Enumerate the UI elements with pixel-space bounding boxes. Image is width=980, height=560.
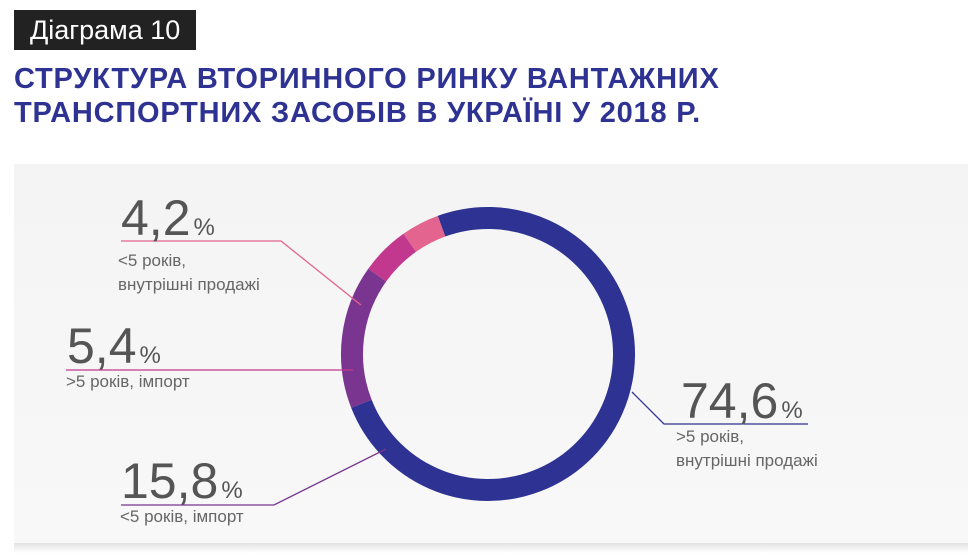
slice-under5-import-value-unit: % — [221, 477, 242, 504]
chart-title-line-1: СТРУКТУРА ВТОРИННОГО РИНКУ ВАНТАЖНИХ — [14, 63, 720, 95]
slice-over5-domestic-value-unit: % — [781, 397, 802, 424]
slice-under5-domestic-category-line: внутрішні продажі — [118, 275, 260, 294]
slice-over5-import-value-unit: % — [140, 342, 161, 369]
diagram-number-badge: Діаграма 10 — [14, 10, 197, 50]
slice-under5-import-value-number: 15,8 — [121, 453, 218, 509]
slice-under5-domestic-value-label: 4,2% — [121, 190, 215, 246]
slice-over5-domestic-leader-line — [631, 391, 808, 425]
panel-shadow — [14, 543, 968, 553]
slice-over5-domestic-value-number: 74,6 — [681, 373, 778, 429]
slice-under5-import-value-label: 15,8% — [121, 453, 243, 509]
slice-under5-domestic-category-line: <5 років, — [118, 251, 186, 270]
slice-under5-domestic — [403, 215, 446, 252]
slice-under5-domestic-leader-line — [121, 240, 362, 306]
slice-under5-import-category-label: <5 років, імпорт — [120, 507, 244, 526]
slice-under5-domestic-value-number: 4,2 — [121, 190, 191, 246]
slice-over5-domestic — [351, 207, 635, 501]
slice-over5-import-category-line: >5 років, імпорт — [66, 372, 190, 391]
slice-under5-import-leader-line — [121, 448, 387, 506]
slice-over5-import-value-number: 5,4 — [67, 318, 137, 374]
slice-under5-import-category-line: <5 років, імпорт — [120, 507, 244, 526]
slice-over5-import-value-label: 5,4% — [67, 318, 161, 374]
slice-over5-domestic-value-label: 74,6% — [681, 373, 803, 429]
slice-over5-domestic-category-line: внутрішні продажі — [676, 451, 818, 470]
slice-under5-import — [341, 268, 387, 408]
slice-over5-import — [368, 233, 417, 282]
slice-over5-domestic-category-label: >5 років, внутрішні продажі — [676, 427, 818, 470]
slice-under5-domestic-value-unit: % — [194, 214, 215, 241]
chart-title-line-2: ТРАНСПОРТНИХ ЗАСОБІВ В УКРАЇНІ У 2018 Р. — [14, 97, 701, 129]
slice-over5-import-category-label: >5 років, імпорт — [66, 372, 190, 391]
chart-title: СТРУКТУРА ВТОРИННОГО РИНКУ ВАНТАЖНИХ ТРА… — [14, 62, 874, 130]
slice-under5-domestic-category-label: <5 років, внутрішні продажі — [118, 251, 260, 294]
slice-over5-domestic-category-line: >5 років, — [676, 427, 744, 446]
